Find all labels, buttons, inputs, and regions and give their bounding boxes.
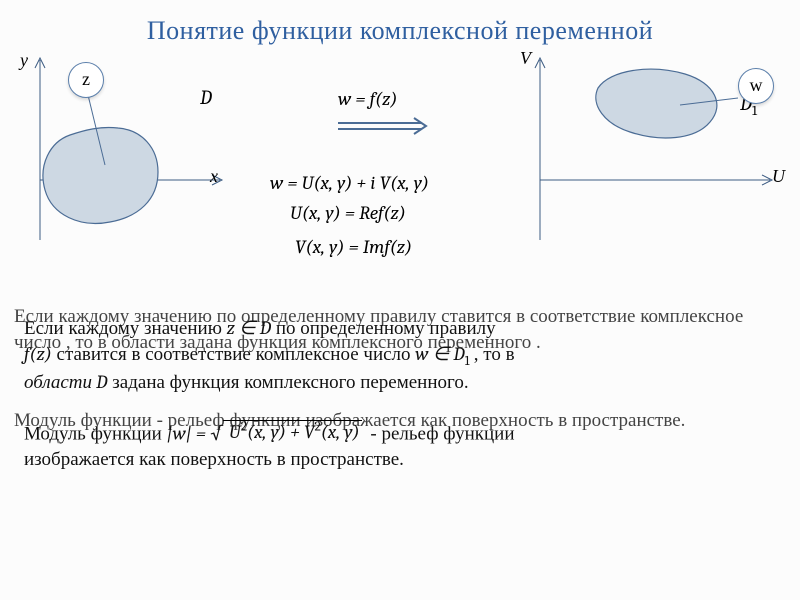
p1-l3: задана функция комплексного переменного. (112, 372, 468, 393)
left-plane-svg (10, 50, 230, 250)
mod-expr: |w| = √ U2(x, y) + V2(x, y) (167, 420, 366, 447)
p1-l2a: ставится в соответствие комплексное числ… (57, 344, 416, 365)
z-in-d: z ∈ D (227, 317, 272, 339)
sqrt-u: U (229, 421, 241, 443)
w-in-d1-a: w ∈ D (415, 343, 464, 365)
p1-l2b: , то в (474, 344, 515, 365)
mod-lhs: |w| = (167, 422, 211, 444)
z-bubble: z (68, 62, 104, 98)
eq-map: w = f(z) (338, 88, 397, 110)
sqrt-end: (x, y) (321, 421, 360, 443)
eq-w-uv: w = U(x, y) + i V(x, y) (270, 172, 429, 194)
p2-l2: изображается как поверхность в пространс… (24, 449, 404, 470)
eq-v-im: V(x, y) = Imf(z) (295, 236, 412, 258)
area-d: области D (24, 371, 108, 393)
para2-front: Модуль функции |w| = √ U2(x, y) + V2(x, … (24, 420, 784, 473)
left-x-axis-label: x (210, 166, 218, 187)
left-region-label: D (200, 86, 212, 109)
page-title: Понятие функции комплексной переменной (0, 16, 800, 46)
right-v-axis-label: V (520, 48, 531, 69)
sqrt-icon: √ (210, 422, 222, 444)
sqrt-mid: (x, y) + V (247, 421, 314, 443)
para1-front: Если каждому значению z ∈ D по определен… (24, 316, 784, 396)
d1-sub: 1 (752, 102, 757, 119)
w-in-d1-sub: 1 (465, 353, 470, 368)
p2-b: - рельеф функции (370, 423, 514, 444)
w-in-d1: w ∈ D1 (415, 343, 473, 365)
eq-u-re: U(x, y) = Ref(z) (290, 202, 406, 224)
w-bubble: w (738, 68, 774, 104)
left-y-axis-label: y (20, 50, 28, 71)
p1-b: по определенному правилу (276, 318, 496, 339)
map-arrow-icon (330, 116, 430, 136)
f-of-z: f(z) (24, 343, 52, 365)
p1-a: Если каждому значению (24, 318, 227, 339)
right-u-axis-label: U (772, 166, 785, 187)
p2-a: Модуль функции (24, 423, 167, 444)
